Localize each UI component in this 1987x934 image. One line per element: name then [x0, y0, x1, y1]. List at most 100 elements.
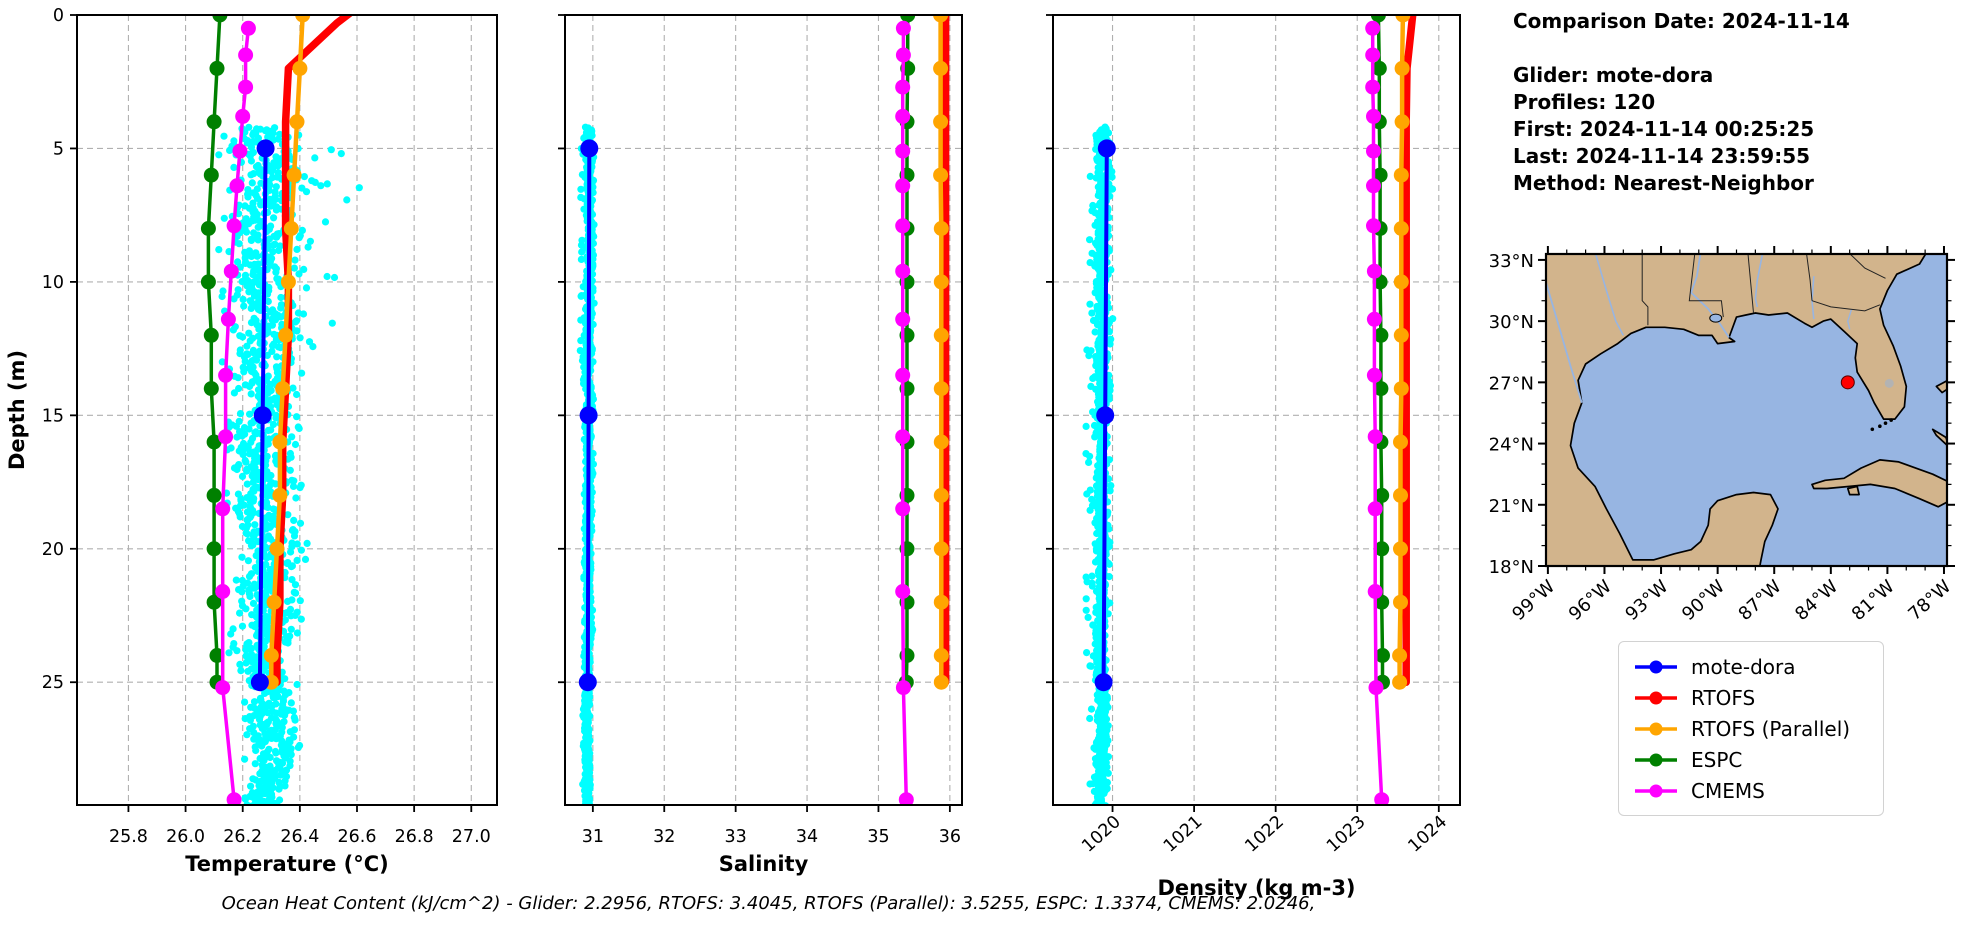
- ohc-caption: Ocean Heat Content (kJ/cm^2) - Glider: 2…: [221, 893, 1316, 914]
- legend-swatch-icon: [1635, 691, 1677, 704]
- map-land-isle: [1846, 485, 1860, 496]
- map-panel: 33°N 30°N 27°N 24°N 21°N 18°N99°W 96°W 93°W 90°W…: [1489, 246, 1955, 625]
- map-lat-tick-label: 18°N: [1489, 557, 1534, 578]
- first-profile-time: First: 2024-11-14 00:25:25: [1513, 117, 1815, 141]
- method: Method: Nearest-Neighbor: [1513, 171, 1814, 195]
- legend-swatch-icon: [1635, 660, 1677, 673]
- map-lat-tick-label: 21°N: [1489, 496, 1534, 517]
- salinity-x-tick-label: 35: [867, 827, 889, 847]
- legend-item-rtofs: RTOFS: [1633, 682, 1869, 713]
- map-lon-tick-label: 93°W: [1621, 576, 1672, 625]
- glider-name: Glider: mote-dora: [1513, 63, 1714, 87]
- temperature-x-tick-label: 25.8: [109, 827, 148, 847]
- info-spacer: [1513, 35, 1850, 62]
- info-panel: Comparison Date: 2024-11-14 Glider: mote…: [1513, 8, 1850, 197]
- map-lat-tick-label: 33°N: [1489, 251, 1534, 272]
- depth-tick-label: 20: [42, 540, 64, 560]
- salinity-axis-label: Salinity: [719, 852, 809, 876]
- map-land-bahamas-2: [1931, 428, 1947, 447]
- map-state-border: [1747, 254, 1754, 314]
- temperature-series-CMEMS: [215, 20, 256, 805]
- temperature-x-tick-label: 26.8: [395, 827, 434, 847]
- depth-tick-label: 25: [42, 673, 64, 693]
- legend-label: RTOFS (Parallel): [1691, 716, 1851, 741]
- temperature-series-ESPC: [200, 15, 228, 690]
- map-state-border: [1641, 254, 1649, 326]
- map-keys-dot: [1889, 418, 1893, 422]
- legend-label: RTOFS: [1691, 685, 1756, 710]
- temperature-panel: 25.8 26.0 26.2 26.4 26.6 26.8 27.0 0 5 10 15 20 25 Te…: [42, 6, 498, 876]
- map-lon-tick-label: 99°W: [1508, 576, 1559, 625]
- map-state-border: [1849, 254, 1886, 279]
- map-keys-dot: [1883, 421, 1888, 425]
- density-x-tick-label: 1023: [1323, 812, 1369, 857]
- depth-tick-label: 5: [53, 139, 64, 159]
- density-x-tick-label: 1022: [1242, 812, 1288, 857]
- map-lon-tick-label: 81°W: [1848, 576, 1899, 625]
- map-lon-tick-label: 87°W: [1735, 576, 1786, 625]
- temperature-series-RTOFS (Parallel): [263, 15, 311, 690]
- density-x-tick-label: 1024: [1405, 812, 1451, 857]
- density-series-RTOFS (Parallel): [1392, 15, 1411, 690]
- profiles-count: Profiles: 120: [1513, 90, 1656, 114]
- legend-item-cmems: CMEMS: [1633, 775, 1869, 806]
- map-river: [1754, 254, 1764, 308]
- map-land-mainland: [1546, 254, 1927, 566]
- density-series-RTOFS: [1402, 15, 1417, 686]
- legend-label: CMEMS: [1691, 778, 1765, 803]
- map-river: [1847, 308, 1853, 330]
- legend: mote-dora RTOFS RTOFS (Parallel) ESPC CMEMS: [1618, 641, 1884, 816]
- depth-tick-label: 0: [53, 6, 64, 26]
- legend-label: mote-dora: [1691, 654, 1796, 679]
- map-river: [1594, 254, 1625, 336]
- legend-item-mote-dora: mote-dora: [1633, 651, 1869, 682]
- density-series-CMEMS: [1365, 20, 1390, 805]
- temperature-x-tick-label: 26.6: [338, 827, 377, 847]
- density-panel: 1020 1021 1022 1023 1024 Density (kg m-3): [1046, 14, 1461, 900]
- salinity-x-tick-label: 31: [582, 827, 604, 847]
- depth-axis-label: Depth (m): [5, 350, 29, 470]
- glider-location-marker: [1840, 375, 1855, 390]
- salinity-panel: 31 32 33 34 35 36 Salinity: [558, 14, 963, 876]
- salinity-x-tick-label: 33: [725, 827, 747, 847]
- legend-swatch-icon: [1635, 753, 1677, 766]
- density-axis-label: Density (kg m-3): [1157, 876, 1355, 900]
- legend-item-espc: ESPC: [1633, 744, 1869, 775]
- map-lon-tick-label: 84°W: [1791, 576, 1842, 625]
- map-lat-tick-label: 27°N: [1489, 373, 1534, 394]
- legend-swatch-icon: [1635, 722, 1677, 735]
- temperature-axis-label: Temperature (°C): [185, 852, 388, 876]
- salinity-series-RTOFS (Parallel): [933, 15, 949, 690]
- map-lon-tick-label: 78°W: [1904, 576, 1955, 625]
- temperature-x-tick-label: 26.0: [166, 827, 205, 847]
- last-profile-time: Last: 2024-11-14 23:59:55: [1513, 144, 1811, 168]
- map-lat-tick-label: 24°N: [1489, 435, 1534, 456]
- temperature-series-mote-dora: [250, 139, 275, 692]
- map-lake-okeechobee: [1884, 378, 1894, 388]
- map-land-cuba: [1811, 459, 1947, 508]
- map-land-bahamas-1: [1935, 379, 1947, 394]
- map-river: [1546, 282, 1583, 404]
- map-keys-dot: [1878, 424, 1882, 429]
- density-series-mote-dora: [1094, 139, 1116, 692]
- temperature-x-tick-label: 27.0: [452, 827, 491, 847]
- legend-swatch-icon: [1635, 784, 1677, 797]
- map-state-border: [1688, 254, 1724, 318]
- map-lat-tick-label: 30°N: [1489, 312, 1534, 333]
- salinity-series-mote-dora: [578, 139, 599, 692]
- salinity-series-CMEMS: [895, 20, 914, 805]
- temperature-x-tick-label: 26.4: [280, 827, 319, 847]
- depth-tick-label: 15: [42, 406, 64, 426]
- depth-tick-label: 10: [42, 273, 64, 293]
- map-keys-dot: [1870, 427, 1875, 432]
- salinity-x-tick-label: 36: [939, 827, 961, 847]
- glider-raw-density-scatter: [1082, 123, 1117, 805]
- density-x-tick-label: 1021: [1160, 812, 1206, 857]
- map-state-border: [1811, 300, 1881, 312]
- salinity-x-tick-label: 32: [653, 827, 675, 847]
- map-lon-tick-label: 90°W: [1678, 576, 1729, 625]
- map-lon-tick-label: 96°W: [1565, 576, 1616, 625]
- temperature-x-tick-label: 26.2: [223, 827, 262, 847]
